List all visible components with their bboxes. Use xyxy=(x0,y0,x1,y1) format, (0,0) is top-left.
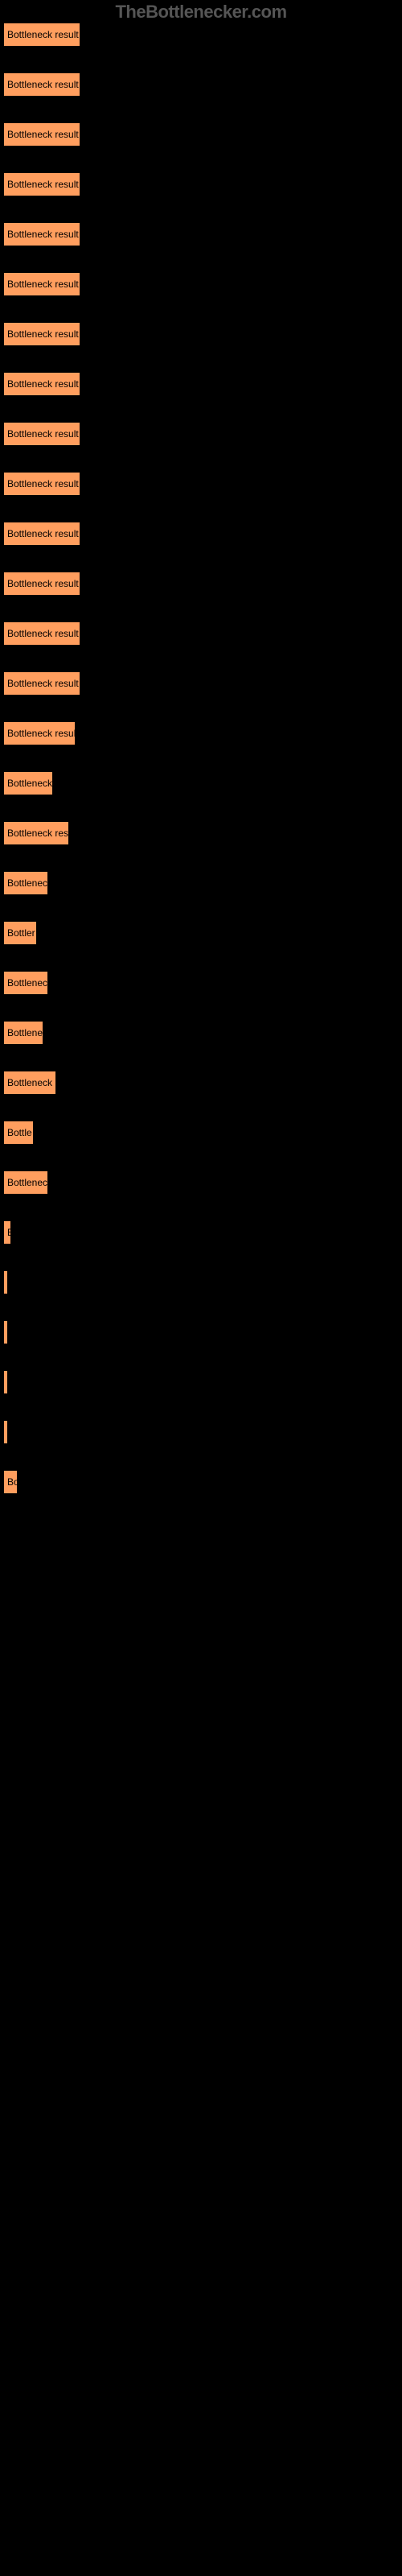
chart-bar: Bottleneck result xyxy=(3,272,80,296)
chart-bar: Bottleneck result xyxy=(3,222,80,246)
chart-bar: Bottlenec xyxy=(3,871,48,895)
chart-bar xyxy=(3,1420,8,1444)
chart-bar: Bottleneck result xyxy=(3,522,80,546)
chart-bar xyxy=(3,1370,8,1394)
chart-bar: Bottleneck result xyxy=(3,23,80,47)
chart-bar: Bottleneck result xyxy=(3,572,80,596)
chart-bar: Bottlenec xyxy=(3,971,48,995)
chart-bar: Bottleneck result xyxy=(3,72,80,97)
chart-bar: Bottleneck result xyxy=(3,422,80,446)
chart-bar: Bottleneck result xyxy=(3,372,80,396)
chart-bar: B xyxy=(3,1220,11,1245)
chart-bar: Bottleneck result xyxy=(3,721,76,745)
chart-bar: Bottlenec xyxy=(3,1170,48,1195)
chart-bar: Bottleneck result xyxy=(3,621,80,646)
chart-bar: Bottleneck result xyxy=(3,472,80,496)
chart-bar: Bottleneck result xyxy=(3,172,80,196)
chart-bar: Bottleneck xyxy=(3,1071,56,1095)
watermark-text: TheBottlenecker.com xyxy=(115,2,286,23)
chart-bar: Bottleneck result xyxy=(3,122,80,147)
chart-bar: Bottler xyxy=(3,921,37,945)
chart-bar xyxy=(3,1320,8,1344)
chart-bar xyxy=(3,1270,8,1294)
chart-bar: Bo xyxy=(3,1470,18,1494)
chart-bar: Bottle xyxy=(3,1121,34,1145)
chart-bar: Bottleneck result xyxy=(3,322,80,346)
chart-bar: Bottleneck xyxy=(3,771,53,795)
chart-bar: Bottleneck res xyxy=(3,821,69,845)
bar-chart: Bottleneck result Bottleneck result Bottle… xyxy=(3,23,397,1520)
chart-bar: Bottleneck result xyxy=(3,671,80,696)
chart-bar: Bottlene xyxy=(3,1021,43,1045)
